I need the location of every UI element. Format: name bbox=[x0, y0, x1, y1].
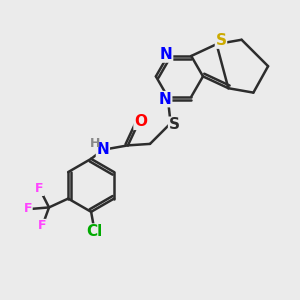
Text: H: H bbox=[89, 137, 100, 150]
Text: F: F bbox=[38, 220, 46, 232]
Text: S: S bbox=[169, 117, 180, 132]
Text: O: O bbox=[134, 114, 147, 129]
Text: N: N bbox=[159, 92, 172, 106]
Text: Cl: Cl bbox=[86, 224, 102, 239]
Text: N: N bbox=[160, 47, 172, 62]
Text: S: S bbox=[215, 33, 226, 48]
Text: N: N bbox=[97, 142, 109, 157]
Text: F: F bbox=[24, 202, 32, 215]
Text: F: F bbox=[35, 182, 44, 195]
